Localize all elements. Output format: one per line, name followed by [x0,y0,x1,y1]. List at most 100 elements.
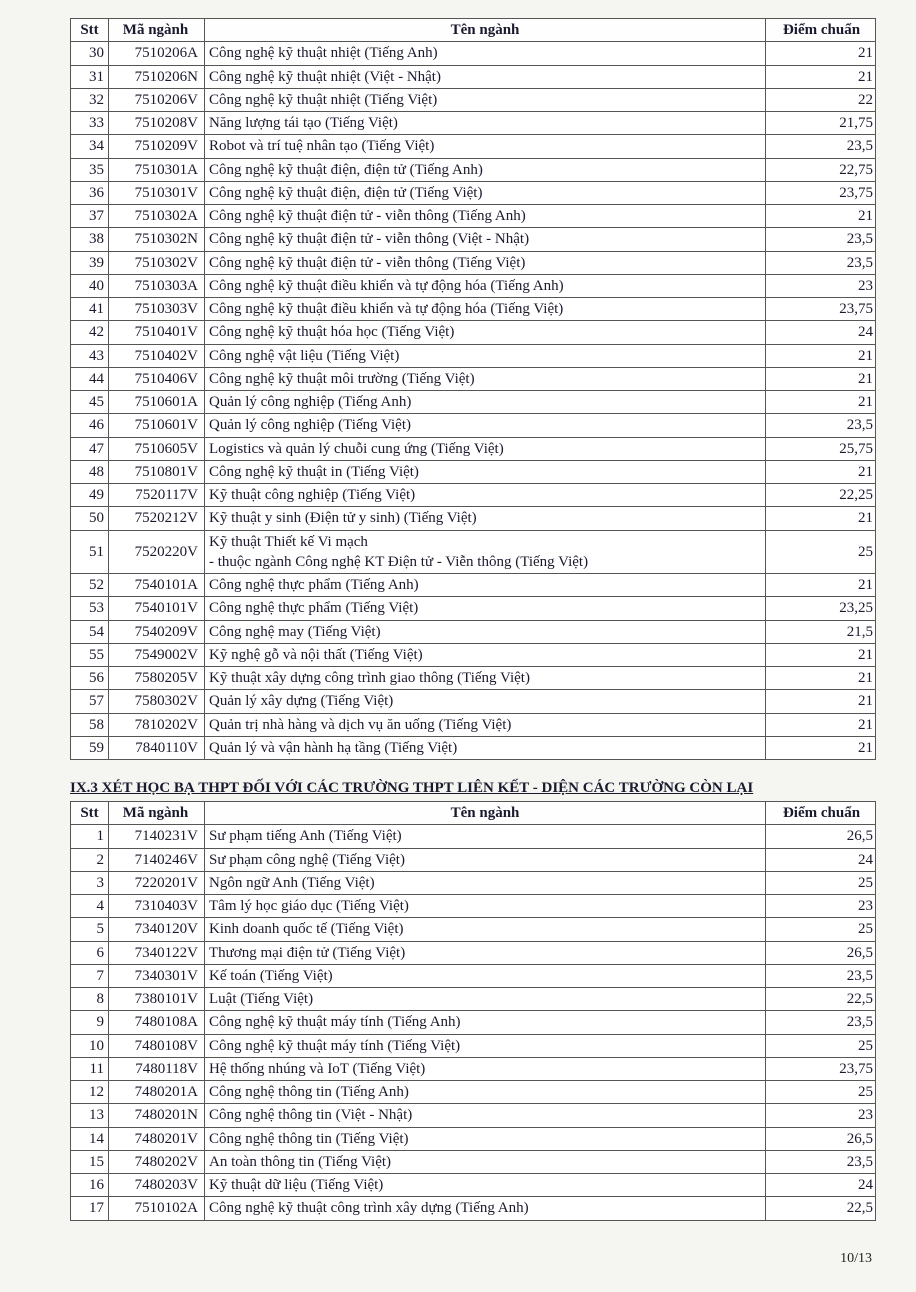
table-row: 557549002VKỹ nghệ gỗ và nội thất (Tiếng … [71,643,876,666]
cell-stt: 17 [71,1197,109,1220]
cell-ten: Kinh doanh quốc tế (Tiếng Việt) [205,918,766,941]
cell-ten: Công nghệ kỹ thuật máy tính (Tiếng Việt) [205,1034,766,1057]
cell-diem: 21 [766,205,876,228]
cell-ma: 7549002V [109,643,205,666]
cell-diem: 23,5 [766,228,876,251]
table-row: 467510601VQuản lý công nghiệp (Tiếng Việ… [71,414,876,437]
cell-diem: 24 [766,848,876,871]
table-row: 97480108ACông nghệ kỹ thuật máy tính (Ti… [71,1011,876,1034]
cell-diem: 25 [766,918,876,941]
cell-ma: 7510601V [109,414,205,437]
header-ten: Tên ngành [205,19,766,42]
cell-ma: 7510302N [109,228,205,251]
cell-ten: Robot và trí tuệ nhân tạo (Tiếng Việt) [205,135,766,158]
cell-stt: 14 [71,1127,109,1150]
cell-ma: 7510402V [109,344,205,367]
cell-stt: 6 [71,941,109,964]
cell-ma: 7480201N [109,1104,205,1127]
cell-stt: 54 [71,620,109,643]
cell-ten: Kế toán (Tiếng Việt) [205,964,766,987]
table-row: 67340122VThương mại điện tử (Tiếng Việt)… [71,941,876,964]
cell-stt: 57 [71,690,109,713]
table-row: 337510208VNăng lượng tái tạo (Tiếng Việt… [71,112,876,135]
cell-diem: 21 [766,643,876,666]
cell-stt: 7 [71,964,109,987]
cell-ten: Công nghệ kỹ thuật in (Tiếng Việt) [205,460,766,483]
cell-stt: 49 [71,484,109,507]
cell-ma: 7580302V [109,690,205,713]
cell-ma: 7510605V [109,437,205,460]
cell-ma: 7540101A [109,574,205,597]
cell-ma: 7480202V [109,1150,205,1173]
table-row: 387510302NCông nghệ kỹ thuật điện tử - v… [71,228,876,251]
table-row: 87380101VLuật (Tiếng Việt)22,5 [71,988,876,1011]
cell-diem: 22 [766,88,876,111]
cell-ten: Công nghệ kỹ thuật nhiệt (Tiếng Anh) [205,42,766,65]
cell-ma: 7510401V [109,321,205,344]
cell-ten: Công nghệ kỹ thuật nhiệt (Việt - Nhật) [205,65,766,88]
cell-diem: 24 [766,1174,876,1197]
cell-ma: 7520212V [109,507,205,530]
table-row: 497520117VKỹ thuật công nghiệp (Tiếng Vi… [71,484,876,507]
cell-ten: Sư phạm tiếng Anh (Tiếng Việt) [205,825,766,848]
cell-ma: 7510406V [109,367,205,390]
cell-diem: 21 [766,367,876,390]
cell-ten: Công nghệ thông tin (Tiếng Anh) [205,1081,766,1104]
cell-stt: 47 [71,437,109,460]
header-stt: Stt [71,19,109,42]
cell-ma: 7480108V [109,1034,205,1057]
cell-stt: 36 [71,181,109,204]
cell-diem: 21 [766,460,876,483]
header-ma: Mã ngành [109,802,205,825]
cell-diem: 23,75 [766,1057,876,1080]
cell-ma: 7540209V [109,620,205,643]
cell-ma: 7480201A [109,1081,205,1104]
cell-ten: Quản lý công nghiệp (Tiếng Anh) [205,391,766,414]
table-row: 147480201VCông nghệ thông tin (Tiếng Việ… [71,1127,876,1150]
cell-diem: 24 [766,321,876,344]
cell-diem: 23 [766,274,876,297]
cell-diem: 22,5 [766,1197,876,1220]
cell-ten: Kỹ nghệ gỗ và nội thất (Tiếng Việt) [205,643,766,666]
cell-stt: 51 [71,530,109,574]
cell-stt: 9 [71,1011,109,1034]
table-row: 477510605VLogistics và quản lý chuỗi cun… [71,437,876,460]
cell-diem: 23,5 [766,251,876,274]
cell-stt: 11 [71,1057,109,1080]
header-ten: Tên ngành [205,802,766,825]
cell-ma: 7510206N [109,65,205,88]
table-row: 527540101ACông nghệ thực phẩm (Tiếng Anh… [71,574,876,597]
cell-diem: 23,5 [766,1011,876,1034]
cell-ten: Kỹ thuật xây dựng công trình giao thông … [205,667,766,690]
cell-stt: 34 [71,135,109,158]
table-row: 137480201NCông nghệ thông tin (Việt - Nh… [71,1104,876,1127]
cell-ten: Quản trị nhà hàng và dịch vụ ăn uống (Ti… [205,713,766,736]
table-row: 347510209VRobot và trí tuệ nhân tạo (Tiế… [71,135,876,158]
cell-diem: 21 [766,574,876,597]
cell-ma: 7840110V [109,736,205,759]
cell-ten: Năng lượng tái tạo (Tiếng Việt) [205,112,766,135]
cell-stt: 48 [71,460,109,483]
cell-ma: 7340120V [109,918,205,941]
cell-ten: Công nghệ thông tin (Việt - Nhật) [205,1104,766,1127]
table-row: 167480203VKỹ thuật dữ liệu (Tiếng Việt)2… [71,1174,876,1197]
cell-ten: Kỹ thuật dữ liệu (Tiếng Việt) [205,1174,766,1197]
section-title: IX.3 XÉT HỌC BẠ THPT ĐỐI VỚI CÁC TRƯỜNG … [70,780,876,797]
cell-ma: 7510601A [109,391,205,414]
cell-stt: 53 [71,597,109,620]
table-row: 77340301VKế toán (Tiếng Việt)23,5 [71,964,876,987]
table-row: 597840110VQuản lý và vận hành hạ tầng (T… [71,736,876,759]
cell-ten: Công nghệ kỹ thuật điện, điện tử (Tiếng … [205,158,766,181]
cell-stt: 12 [71,1081,109,1104]
cell-stt: 15 [71,1150,109,1173]
cell-diem: 25 [766,1081,876,1104]
cell-ma: 7510301A [109,158,205,181]
cell-diem: 25 [766,1034,876,1057]
cell-ma: 7480108A [109,1011,205,1034]
header-ma: Mã ngành [109,19,205,42]
cell-ten: Ngôn ngữ Anh (Tiếng Việt) [205,871,766,894]
table-row: 327510206VCông nghệ kỹ thuật nhiệt (Tiến… [71,88,876,111]
cell-ten: Công nghệ kỹ thuật môi trường (Tiếng Việ… [205,367,766,390]
table-row: 407510303ACông nghệ kỹ thuật điều khiển … [71,274,876,297]
header-diem: Điểm chuẩn [766,802,876,825]
